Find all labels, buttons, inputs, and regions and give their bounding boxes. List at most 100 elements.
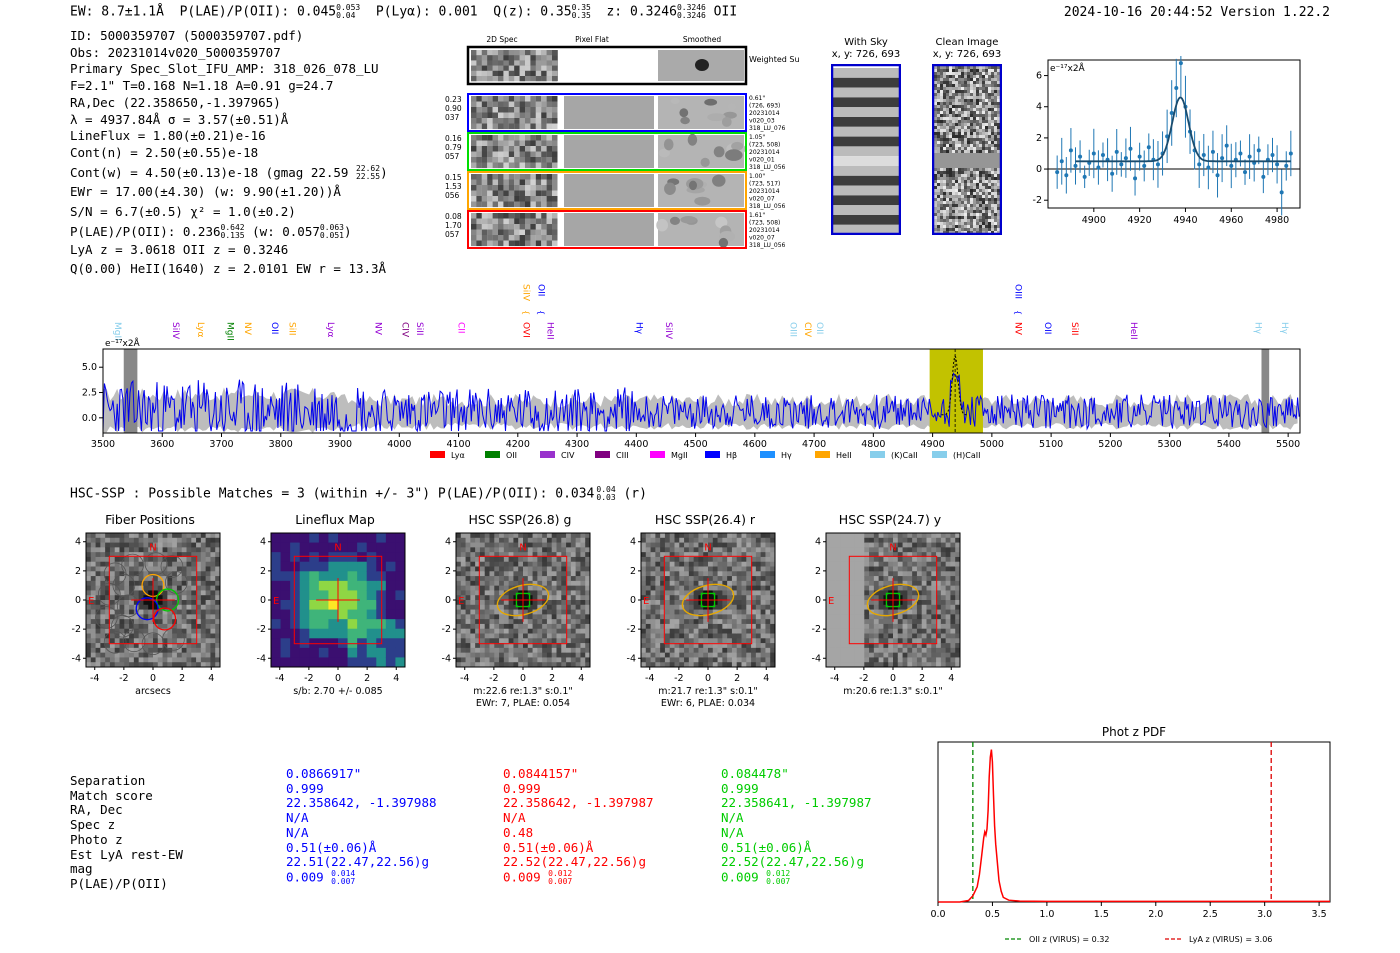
hsc-pixel bbox=[736, 556, 742, 563]
hsc-pixel bbox=[157, 647, 163, 654]
hsc-pixel bbox=[138, 604, 144, 610]
clean-pixel bbox=[982, 216, 986, 220]
clean-pixel bbox=[946, 147, 950, 151]
hsc-pixel bbox=[641, 633, 647, 639]
clean-pixel bbox=[994, 219, 998, 223]
hsc-pixel bbox=[546, 571, 553, 577]
hsc-pixel bbox=[580, 628, 586, 634]
hsc-pixel bbox=[86, 638, 92, 644]
spectral-line-label: MgII bbox=[224, 322, 234, 341]
clean-pixel bbox=[988, 102, 992, 106]
lineflux-pixel bbox=[280, 600, 291, 611]
hsc-pixel bbox=[731, 643, 738, 649]
hsc-pixel bbox=[546, 552, 553, 558]
hsc-pixel bbox=[741, 580, 747, 587]
noise-pixel bbox=[530, 157, 536, 163]
clean-pixel bbox=[988, 141, 992, 145]
clean-pixel bbox=[934, 81, 938, 85]
clean-pixel bbox=[967, 189, 971, 193]
clean-pixel bbox=[961, 216, 965, 220]
noise-pixel bbox=[519, 146, 526, 152]
clean-pixel bbox=[949, 105, 953, 109]
hsc-pixel bbox=[215, 619, 221, 625]
hsc-pixel bbox=[698, 657, 704, 663]
hsc-pixel bbox=[109, 600, 116, 606]
hsc-pixel bbox=[518, 647, 524, 654]
clean-pixel bbox=[958, 222, 962, 226]
hsc-pixel bbox=[688, 566, 695, 572]
hsc-pixel bbox=[499, 576, 505, 582]
clean-pixel bbox=[964, 90, 968, 94]
hsc-pixel bbox=[755, 638, 762, 644]
hsc-pixel bbox=[109, 576, 116, 582]
hsc-pixel bbox=[556, 561, 562, 567]
noise-pixel bbox=[519, 70, 526, 77]
clean-pixel bbox=[952, 111, 956, 115]
hsc-pixel bbox=[840, 576, 846, 582]
hsc-pixel bbox=[674, 614, 680, 620]
hsc-pixel bbox=[499, 595, 505, 601]
noise-pixel bbox=[535, 107, 542, 113]
clean-pixel bbox=[988, 111, 992, 115]
cutout-left-label: 0.16 bbox=[445, 134, 462, 143]
hsc-pixel bbox=[845, 561, 851, 567]
hsc-pixel bbox=[499, 657, 505, 663]
header-z-lo: 0.3246 bbox=[676, 11, 706, 20]
clean-pixel bbox=[940, 90, 944, 94]
hsc-pixel bbox=[484, 580, 490, 587]
pixel-flat-strip bbox=[564, 174, 654, 207]
hsc-pixel bbox=[693, 590, 699, 596]
hsc-pixel bbox=[542, 633, 548, 639]
hsc-pixel bbox=[105, 552, 111, 558]
hsc-pixel bbox=[114, 556, 120, 563]
hsc-pixel bbox=[129, 600, 135, 606]
hsc-pixel bbox=[669, 537, 675, 543]
noise-pixel bbox=[535, 229, 542, 236]
hsc-pixel bbox=[580, 537, 586, 543]
hsc-pixel bbox=[176, 537, 183, 543]
clean-pixel bbox=[961, 189, 965, 193]
hsc-pixel bbox=[765, 614, 771, 620]
hsc-pixel bbox=[124, 623, 130, 630]
hsc-pixel bbox=[484, 614, 490, 620]
hsc-pixel bbox=[556, 580, 562, 587]
clean-pixel bbox=[982, 99, 986, 103]
hsc-pixel bbox=[456, 643, 462, 649]
hsc-pixel bbox=[736, 623, 742, 630]
hsc-pixel bbox=[532, 590, 538, 596]
hsc-pixel bbox=[660, 647, 666, 654]
hsc-pixel bbox=[456, 600, 462, 606]
hsc-pixel bbox=[551, 662, 557, 668]
hsc-pixel bbox=[746, 628, 752, 634]
hsc-pixel bbox=[518, 614, 524, 620]
clean-pixel bbox=[934, 222, 938, 226]
hsc-pixel bbox=[205, 633, 211, 639]
hsc-pixel bbox=[205, 628, 211, 634]
hsc-pixel bbox=[551, 580, 557, 587]
hsc-pixel bbox=[470, 609, 476, 615]
hsc-pixel bbox=[523, 595, 529, 601]
hsc-pixel bbox=[684, 638, 690, 644]
clean-pixel bbox=[937, 138, 941, 142]
clean-pixel bbox=[958, 201, 962, 205]
hsc-pixel bbox=[546, 542, 553, 548]
hsc-pixel bbox=[542, 652, 548, 658]
noise-pixel bbox=[541, 135, 547, 141]
clean-pixel bbox=[949, 216, 953, 220]
noise-pixel bbox=[492, 65, 499, 71]
clean-pixel bbox=[967, 84, 971, 88]
hsc-pixel bbox=[465, 561, 471, 567]
hsc-pixel bbox=[770, 647, 776, 654]
clean-pixel bbox=[970, 99, 974, 103]
hsc-pixel bbox=[460, 571, 466, 577]
hsc-pixel bbox=[484, 561, 490, 567]
clean-pixel bbox=[997, 120, 1001, 124]
hsc-pixel bbox=[200, 628, 207, 634]
clean-pixel bbox=[976, 99, 980, 103]
clean-pixel bbox=[973, 138, 977, 142]
hsc-pixel bbox=[138, 542, 144, 548]
hsc-pixel bbox=[731, 571, 738, 577]
hsc-pixel bbox=[703, 623, 709, 630]
clean-pixel bbox=[991, 123, 995, 127]
